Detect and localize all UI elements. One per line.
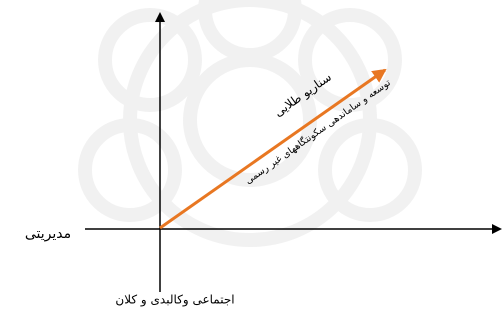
horizontal-axis-label: مدیریتی (25, 226, 71, 242)
diagram: مدیریتی اجتماعی وکالبدی و کلان سناریو طل… (0, 0, 503, 318)
vertical-axis-label: اجتماعی وکالبدی و کلان (115, 293, 234, 308)
watermark (85, 0, 415, 240)
